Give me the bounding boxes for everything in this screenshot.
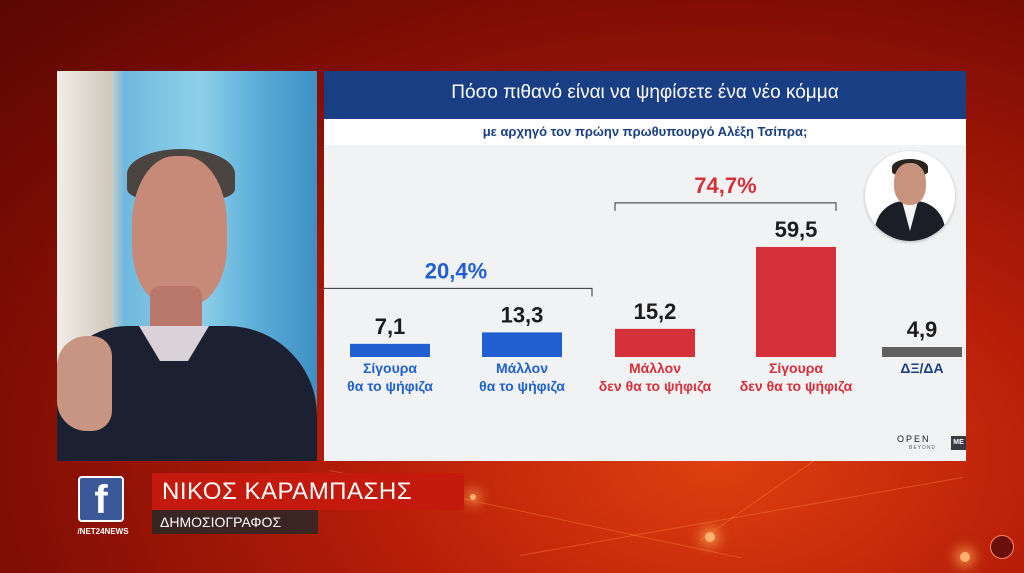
bar-value-label: 7,1 [375,314,406,339]
group-total-label: 74,7% [694,173,756,198]
bar-4 [756,246,836,357]
bar-value-label: 59,5 [775,217,818,242]
category-label: θα το ψήφιζα [347,378,433,394]
channel-logo [990,535,1014,559]
glow-dot [705,532,715,542]
guest-head [132,156,227,306]
group-bracket [324,287,593,297]
photo-head [894,163,926,205]
facebook-letter: f [94,478,108,522]
bar-value-label: 4,9 [907,317,938,342]
category-label: ΔΞ/ΔΑ [900,360,943,376]
reporter-role: ΔΗΜΟΣΙΟΓΡΑΦΟΣ [160,514,282,530]
title-bar: Πόσο πιθανό είναι να ψηφίσετε ένα νέο κό… [324,71,966,119]
open-logo-text: OPEN [897,434,931,444]
category-label: δεν θα το ψήφιζα [599,378,712,394]
category-label: Σίγουρα [769,360,823,376]
glow-dot [470,494,476,500]
bar-1 [350,343,430,357]
bar-chart: 7,1 Σίγουρα θα το ψήφιζα 13,3 Μάλλον θα το ψή… [324,173,962,394]
open-logo-tagline: BEYOND [909,445,937,451]
open-logo: OPEN BEYOND [897,434,957,454]
chart-subtitle: με αρχηγό τον πρώην πρωθυπουργό Αλέξη Τσ… [482,124,808,139]
bar-3 [615,328,695,357]
bar-value-label: 15,2 [634,299,677,324]
group-total-label: 20,4% [425,258,487,283]
bar-5 [882,347,962,357]
glow-dot [960,552,970,562]
name-banner: ΝΙΚΟΣ ΚΑΡΑΜΠΑΣΗΣ [152,473,464,510]
role-banner: ΔΗΜΟΣΙΟΓΡΑΦΟΣ [152,510,318,534]
category-label: Μάλλον [496,360,548,376]
facebook-icon: f [78,476,124,522]
bar-value-label: 13,3 [501,302,544,327]
group-bracket [614,202,837,211]
category-label: δεν θα το ψήφιζα [740,378,853,394]
category-label: Μάλλον [629,360,681,376]
guest-hand [57,336,112,431]
camera-feed [57,71,317,461]
category-label: Σίγουρα [363,360,417,376]
reporter-name: ΝΙΚΟΣ ΚΑΡΑΜΠΑΣΗΣ [162,478,413,505]
mega-logo: ΜΕ [951,436,966,450]
bar-2 [482,332,562,357]
category-label: θα το ψήφιζα [479,378,565,394]
politician-photo [865,151,955,241]
social-handle: /NET24NEWS [77,527,129,536]
subtitle-bar: με αρχηγό τον πρώην πρωθυπουργό Αλέξη Τσ… [324,119,966,145]
poll-panel: Πόσο πιθανό είναι να ψηφίσετε ένα νέο κό… [324,71,966,461]
chart-title: Πόσο πιθανό είναι να ψηφίσετε ένα νέο κό… [451,82,839,103]
